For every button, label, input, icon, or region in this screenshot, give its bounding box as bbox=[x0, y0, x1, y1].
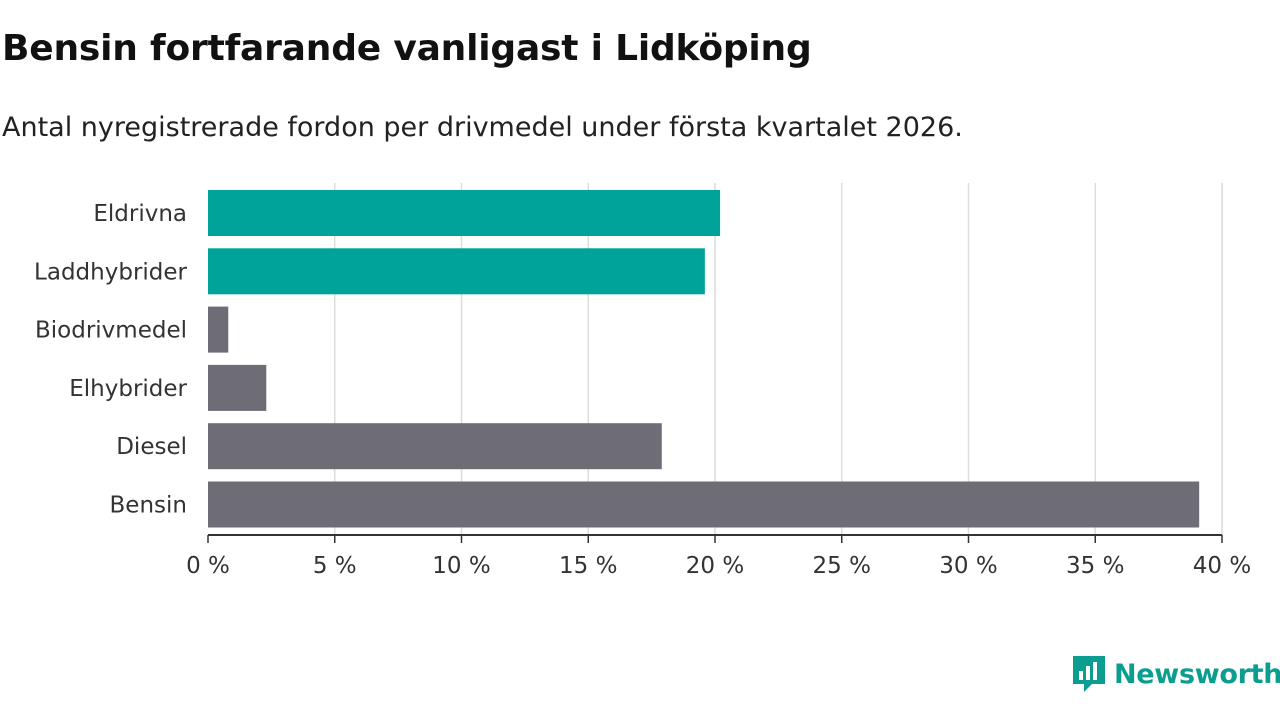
chart-title: Bensin fortfarande vanligast i Lidköping bbox=[2, 28, 812, 69]
bar-biodrivmedel bbox=[208, 306, 229, 353]
x-tick-label: 5 % bbox=[313, 553, 357, 579]
bar-elhybrider bbox=[208, 364, 267, 411]
category-label: Elhybrider bbox=[69, 376, 187, 402]
x-tick-label: 15 % bbox=[559, 553, 617, 579]
x-axis: 0 % 5 % 10 % 15 % 20 % 25 % 30 % 35 % 40 % bbox=[186, 534, 1251, 579]
category-label: Bensin bbox=[110, 493, 187, 519]
category-label: Diesel bbox=[116, 434, 187, 460]
x-tick-label: 25 % bbox=[813, 553, 871, 579]
x-tick-label: 10 % bbox=[432, 553, 490, 579]
category-label: Eldrivna bbox=[93, 201, 187, 227]
x-tick-label: 40 % bbox=[1193, 553, 1251, 579]
chart-subtitle: Antal nyregistrerade fordon per drivmede… bbox=[2, 112, 963, 143]
bar-diesel bbox=[208, 423, 662, 470]
bar-bensin bbox=[208, 481, 1200, 528]
bars bbox=[208, 190, 1200, 528]
category-labels: Eldrivna Laddhybrider Biodrivmedel Elhybrid… bbox=[34, 201, 187, 519]
x-tick-label: 0 % bbox=[186, 553, 230, 579]
brand: Newsworthy bbox=[1072, 654, 1280, 694]
bar-eldrivna bbox=[208, 190, 721, 236]
category-label: Laddhybrider bbox=[34, 259, 187, 285]
x-tick-label: 30 % bbox=[939, 553, 997, 579]
bar-laddhybrider bbox=[208, 248, 705, 295]
brand-name: Newsworthy bbox=[1114, 658, 1280, 690]
newsworthy-logo-icon bbox=[1073, 656, 1105, 692]
grid-lines bbox=[334, 183, 1223, 535]
category-label: Biodrivmedel bbox=[35, 318, 187, 344]
x-tick-label: 20 % bbox=[686, 553, 744, 579]
x-tick-label: 35 % bbox=[1066, 553, 1124, 579]
